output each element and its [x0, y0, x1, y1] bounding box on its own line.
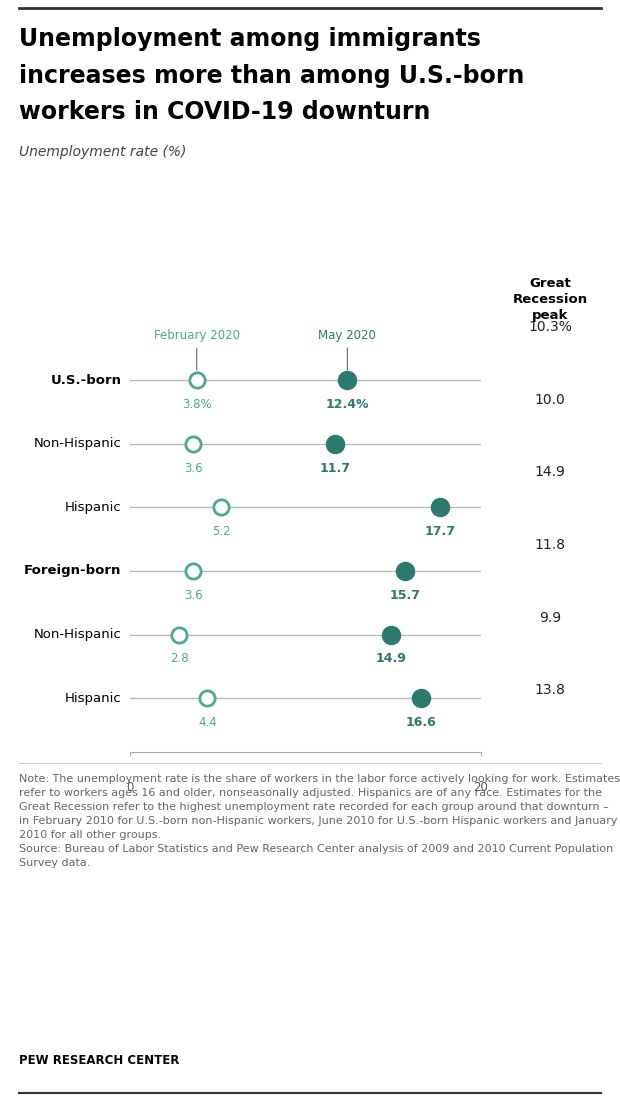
Text: 14.9: 14.9 — [535, 466, 565, 480]
Text: Note: The unemployment rate is the share of workers in the labor force actively : Note: The unemployment rate is the share… — [19, 774, 619, 869]
Text: Non-Hispanic: Non-Hispanic — [33, 437, 122, 450]
Text: 13.8: 13.8 — [535, 683, 565, 697]
Text: 11.7: 11.7 — [320, 461, 351, 474]
Text: 3.8%: 3.8% — [182, 399, 211, 411]
Text: Unemployment rate (%): Unemployment rate (%) — [19, 145, 186, 159]
Text: Great
Recession
peak: Great Recession peak — [513, 277, 588, 322]
Text: increases more than among U.S.-born: increases more than among U.S.-born — [19, 64, 524, 88]
Text: Non-Hispanic: Non-Hispanic — [33, 628, 122, 641]
Text: U.S.-born: U.S.-born — [50, 373, 122, 386]
Text: 5.2: 5.2 — [212, 525, 231, 538]
Text: 9.9: 9.9 — [539, 610, 561, 625]
Text: February 2020: February 2020 — [154, 329, 240, 343]
Text: 3.6: 3.6 — [184, 589, 203, 602]
Text: Unemployment among immigrants: Unemployment among immigrants — [19, 27, 480, 52]
Text: Hispanic: Hispanic — [64, 501, 122, 514]
Text: Foreign-born: Foreign-born — [24, 564, 122, 578]
Text: 17.7: 17.7 — [425, 525, 456, 538]
Text: 4.4: 4.4 — [198, 716, 216, 729]
Text: 10.0: 10.0 — [535, 393, 565, 406]
Text: Hispanic: Hispanic — [64, 692, 122, 705]
Text: 2.8: 2.8 — [170, 652, 188, 665]
Text: 16.6: 16.6 — [405, 716, 436, 729]
Text: 12.4%: 12.4% — [326, 399, 369, 411]
Text: 14.9: 14.9 — [376, 652, 407, 665]
Text: 10.3%: 10.3% — [528, 321, 572, 334]
Text: 11.8: 11.8 — [534, 538, 565, 552]
Text: May 2020: May 2020 — [319, 329, 376, 343]
Text: PEW RESEARCH CENTER: PEW RESEARCH CENTER — [19, 1054, 179, 1067]
Text: 3.6: 3.6 — [184, 461, 203, 474]
Text: 15.7: 15.7 — [390, 589, 421, 602]
Text: workers in COVID-19 downturn: workers in COVID-19 downturn — [19, 100, 430, 124]
